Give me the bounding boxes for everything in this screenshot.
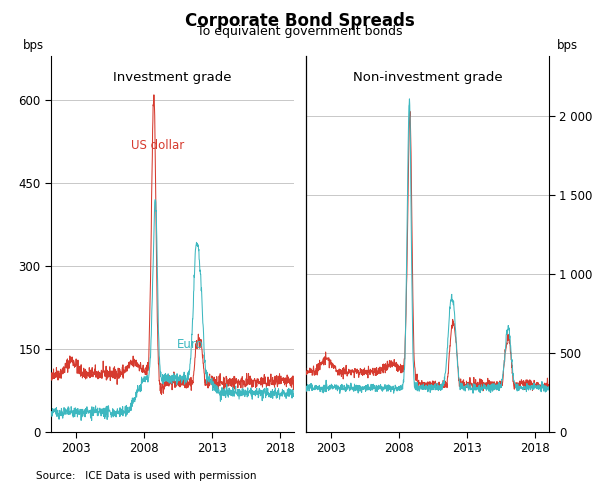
Text: Investment grade: Investment grade [113,71,232,84]
Text: Corporate Bond Spreads: Corporate Bond Spreads [185,12,415,30]
Text: bps: bps [557,40,578,52]
Text: Source:   ICE Data is used with permission: Source: ICE Data is used with permission [36,471,257,481]
Text: US dollar: US dollar [131,139,184,152]
Text: Euro: Euro [178,338,204,351]
Text: Non-investment grade: Non-investment grade [353,71,502,84]
Text: bps: bps [23,40,44,52]
Text: To equivalent government bonds: To equivalent government bonds [197,25,403,39]
